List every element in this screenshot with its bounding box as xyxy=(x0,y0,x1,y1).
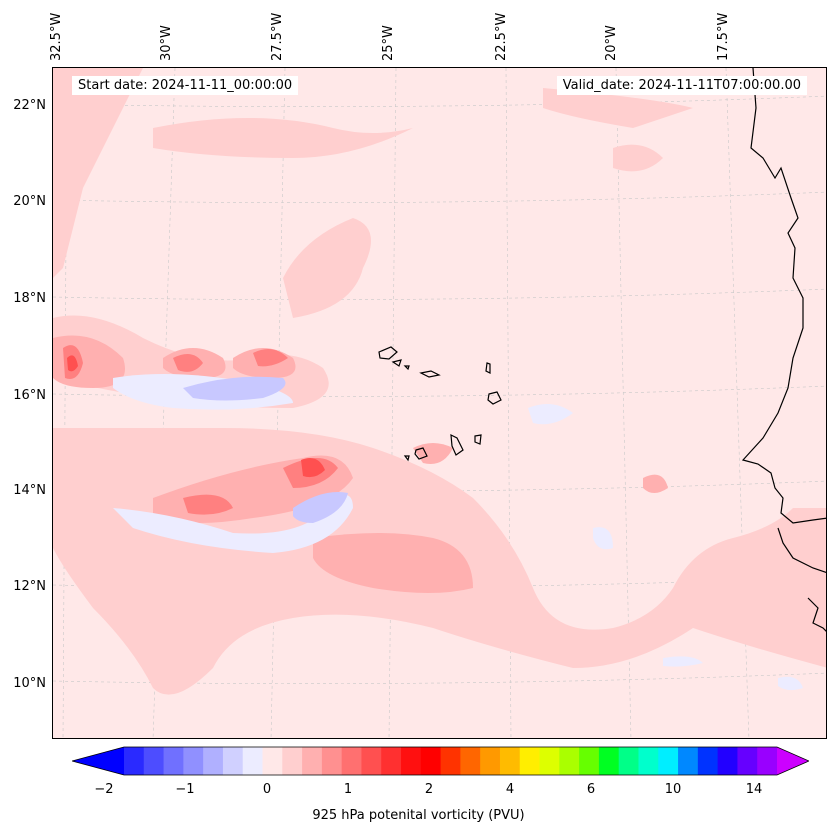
longitude-label: 17.5°W xyxy=(716,12,731,61)
latitude-label: 22°N xyxy=(13,98,46,113)
colorbar-segment xyxy=(579,747,600,775)
valid-date-label: Valid_date: 2024-11-11T07:00:00.00 xyxy=(556,76,807,95)
island-fogo xyxy=(414,447,428,460)
parallel-line xyxy=(53,288,826,300)
colorbar-extend-max xyxy=(777,747,809,775)
colorbar-segment xyxy=(559,747,580,775)
latitude-label: 14°N xyxy=(13,483,46,498)
colorbar-segment xyxy=(401,747,422,775)
colorbar-segment xyxy=(539,747,560,775)
colorbar-label: 925 hPa potenital vorticity (PVU) xyxy=(312,808,525,823)
island-sao-vicente xyxy=(391,359,402,367)
pv-contour-peak xyxy=(67,355,325,478)
island-brava xyxy=(403,455,410,462)
colorbar-segment xyxy=(124,747,145,775)
colorbar-segment xyxy=(143,747,165,775)
colorbar-segment xyxy=(203,747,224,775)
colorbar-extend-min xyxy=(72,747,124,775)
coastline-west-africa xyxy=(741,68,826,524)
island-santiago xyxy=(450,433,464,456)
colorbar-segment xyxy=(519,747,541,775)
colorbar-segment xyxy=(737,747,758,775)
colorbar-segment xyxy=(440,747,461,775)
island-boa-vista xyxy=(487,391,502,405)
colorbar-tick-label: 0 xyxy=(262,782,272,797)
colorbar-segment xyxy=(321,747,343,775)
colorbar-segment xyxy=(262,747,283,775)
latitude-label: 16°N xyxy=(13,388,46,403)
island-santa-luzia xyxy=(403,365,410,371)
coastline-west-africa xyxy=(807,597,826,632)
meridian-line xyxy=(62,68,68,738)
colorbar-segment xyxy=(460,747,481,775)
latitude-label: 10°N xyxy=(13,676,46,691)
colorbar-segment xyxy=(499,747,521,775)
start-date-label: Start date: 2024-11-11_00:00:00 xyxy=(72,76,299,95)
colorbar-tick-label: 10 xyxy=(664,782,682,797)
latitude-label: 12°N xyxy=(13,579,46,594)
colorbar-tick-label: −2 xyxy=(94,782,114,797)
cape-verde-islands xyxy=(378,346,502,462)
latitude-label: 18°N xyxy=(13,291,46,306)
map-panel xyxy=(52,67,827,739)
longitude-label: 30°W xyxy=(159,25,174,61)
island-sal xyxy=(485,362,491,374)
colorbar-segment xyxy=(638,747,659,775)
colorbar-tick-label: 2 xyxy=(424,782,434,797)
colorbar-tick-label: 14 xyxy=(745,782,763,797)
colorbar-tick-label: −1 xyxy=(175,782,195,797)
colorbar-tick-label: 1 xyxy=(343,782,353,797)
colorbar-segment xyxy=(183,747,204,775)
parallel-line xyxy=(53,95,826,107)
pv-contour-map xyxy=(53,68,826,738)
longitude-label: 22.5°W xyxy=(494,12,509,61)
colorbar-segment xyxy=(678,747,699,775)
longitude-label: 25°W xyxy=(381,25,396,61)
longitude-label: 20°W xyxy=(604,25,619,61)
colorbar xyxy=(72,746,809,776)
colorbar-segment xyxy=(618,747,639,775)
island-maio xyxy=(474,434,482,445)
pv-contour-negative-strong xyxy=(183,376,348,523)
meridian-line xyxy=(388,68,397,738)
parallel-line xyxy=(53,191,826,203)
colorbar-segment xyxy=(658,747,679,775)
colorbar-segment xyxy=(361,747,382,775)
latitude-label: 20°N xyxy=(13,194,46,209)
colorbar-segment xyxy=(717,747,738,775)
colorbar-segment xyxy=(302,747,323,775)
colorbar-segment xyxy=(480,747,501,775)
coastline-west-africa xyxy=(777,527,826,573)
colorbar-segment xyxy=(697,747,719,775)
colorbar-segment xyxy=(242,747,264,775)
longitude-label: 32.5°W xyxy=(49,12,64,61)
colorbar-segment xyxy=(222,747,244,775)
longitude-label: 27.5°W xyxy=(270,12,285,61)
colorbar-segment xyxy=(341,747,362,775)
island-santo-antao xyxy=(378,346,398,360)
colorbar-segment xyxy=(598,747,620,775)
colorbar-tick-label: 6 xyxy=(586,782,596,797)
colorbar-tick-label: 4 xyxy=(505,782,515,797)
colorbar-segment xyxy=(381,747,402,775)
island-sao-nicolau xyxy=(419,370,441,378)
colorbar-segment xyxy=(282,747,303,775)
colorbar-segment xyxy=(420,747,442,775)
colorbar-outline xyxy=(72,746,809,776)
colorbar-segment xyxy=(163,747,184,775)
colorbar-segment xyxy=(757,747,778,775)
